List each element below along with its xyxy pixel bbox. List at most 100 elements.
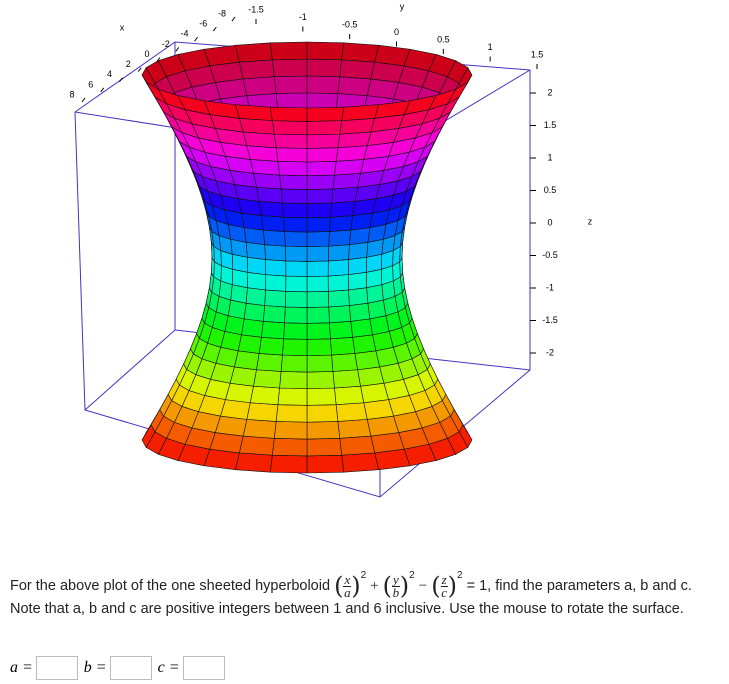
paren: ) bbox=[399, 572, 410, 601]
answer-input[interactable] bbox=[35, 656, 78, 680]
box-edge bbox=[84, 329, 176, 411]
surface-patch bbox=[277, 161, 308, 177]
surface-patch bbox=[275, 147, 308, 163]
tick-mark bbox=[156, 57, 161, 62]
surface-patch bbox=[285, 260, 308, 277]
surface-patch bbox=[306, 174, 335, 190]
surface-patch bbox=[334, 385, 365, 405]
surface-patch bbox=[337, 131, 372, 149]
paren: ( bbox=[382, 572, 393, 601]
surface-patch bbox=[349, 227, 371, 246]
surface-patch bbox=[203, 44, 240, 67]
surface-patch bbox=[233, 350, 260, 371]
surface-patch bbox=[306, 147, 339, 163]
surface-patch bbox=[327, 274, 349, 292]
question-text: For the above plot of the one sheeted hy… bbox=[10, 566, 722, 619]
tick-mark bbox=[175, 47, 180, 52]
tick-label: -0.5 bbox=[342, 19, 358, 29]
surface-patch bbox=[269, 41, 308, 61]
tick-label: 0.5 bbox=[437, 34, 450, 44]
surface-patch bbox=[245, 242, 266, 260]
tick-mark bbox=[194, 36, 198, 42]
surface-patch bbox=[341, 452, 379, 473]
input-label: b = bbox=[83, 659, 107, 676]
surface-patch bbox=[261, 215, 285, 232]
tick-label: -2 bbox=[162, 39, 170, 49]
plot-3d[interactable]: 8 6 4 2 0 -2 -4 -6 -8 x -1.5 -1 -0.5 0 0.5 1 1.5 y 2 1.5 1 0.… bbox=[0, 0, 729, 540]
surface-patch bbox=[306, 322, 331, 340]
surface-patch bbox=[350, 318, 373, 338]
surface-patch bbox=[258, 336, 284, 356]
surface-patch bbox=[306, 421, 341, 440]
surface-patch bbox=[306, 41, 345, 61]
surface-patch bbox=[238, 435, 275, 456]
operator: + bbox=[370, 578, 379, 594]
surface-patch bbox=[306, 454, 345, 474]
surface-patch bbox=[306, 245, 330, 262]
exponent: 2 bbox=[409, 570, 415, 581]
paren: ( bbox=[334, 572, 344, 601]
surface-patch bbox=[283, 216, 308, 233]
surface-patch bbox=[306, 216, 331, 233]
surface-patch bbox=[262, 305, 286, 324]
tick-label: 1 bbox=[547, 152, 552, 162]
numerator: y bbox=[392, 571, 400, 587]
tick-label: 2 bbox=[547, 87, 552, 97]
tick-label: 1.5 bbox=[531, 49, 544, 59]
surface-patch bbox=[330, 336, 356, 356]
surface-patch bbox=[246, 145, 279, 162]
surface-patch bbox=[352, 334, 377, 354]
paren: ( bbox=[431, 572, 441, 601]
surface-patch bbox=[242, 131, 277, 149]
surface-patch bbox=[347, 272, 367, 291]
surface-patch bbox=[269, 106, 308, 122]
surface-patch bbox=[363, 399, 394, 420]
surface-patch bbox=[141, 74, 156, 98]
answer-input[interactable] bbox=[182, 656, 225, 680]
surface-patch bbox=[285, 275, 308, 293]
surface-patch bbox=[225, 382, 254, 404]
tick-mark bbox=[119, 77, 123, 83]
paren: ) bbox=[351, 572, 361, 601]
axis-label: z bbox=[588, 216, 593, 226]
surface-patch bbox=[357, 366, 385, 387]
surface-patch bbox=[306, 120, 343, 136]
surface-patch bbox=[247, 272, 267, 291]
tick-label: -2 bbox=[546, 347, 554, 357]
tick-mark bbox=[231, 16, 236, 22]
tick-mark bbox=[137, 67, 142, 72]
tick-label: -0.5 bbox=[542, 250, 558, 260]
surface-patch bbox=[306, 338, 332, 356]
surface-patch bbox=[249, 159, 280, 176]
question-before: For the above plot of the one sheeted hy… bbox=[10, 578, 331, 594]
tick-mark bbox=[81, 97, 86, 103]
surface-patch bbox=[339, 59, 376, 80]
surface-patch bbox=[306, 202, 332, 218]
surface-patch bbox=[374, 44, 411, 67]
surface-patch bbox=[280, 354, 308, 373]
surface-patch bbox=[264, 244, 287, 262]
axis-label: x bbox=[120, 22, 125, 32]
surface-patch bbox=[331, 353, 358, 372]
tick-mark bbox=[100, 87, 105, 93]
tick-label: -1.5 bbox=[542, 315, 558, 325]
tick-label: 0 bbox=[394, 27, 399, 37]
surface-patch bbox=[329, 215, 353, 232]
surface-patch bbox=[282, 202, 308, 218]
tick-label: -1 bbox=[546, 282, 554, 292]
surface-patch bbox=[284, 291, 308, 308]
surface-patch bbox=[306, 306, 330, 324]
surface-patch bbox=[341, 42, 379, 63]
input-label: a = bbox=[10, 659, 33, 676]
surface-patch bbox=[341, 104, 379, 121]
surface-patch bbox=[271, 437, 308, 457]
surface-patch bbox=[360, 382, 389, 404]
surface-patch bbox=[327, 259, 349, 277]
answer-input[interactable] bbox=[109, 656, 152, 680]
surface-patch bbox=[283, 322, 308, 340]
surface-patch bbox=[273, 421, 308, 440]
surface-patch bbox=[261, 320, 285, 340]
